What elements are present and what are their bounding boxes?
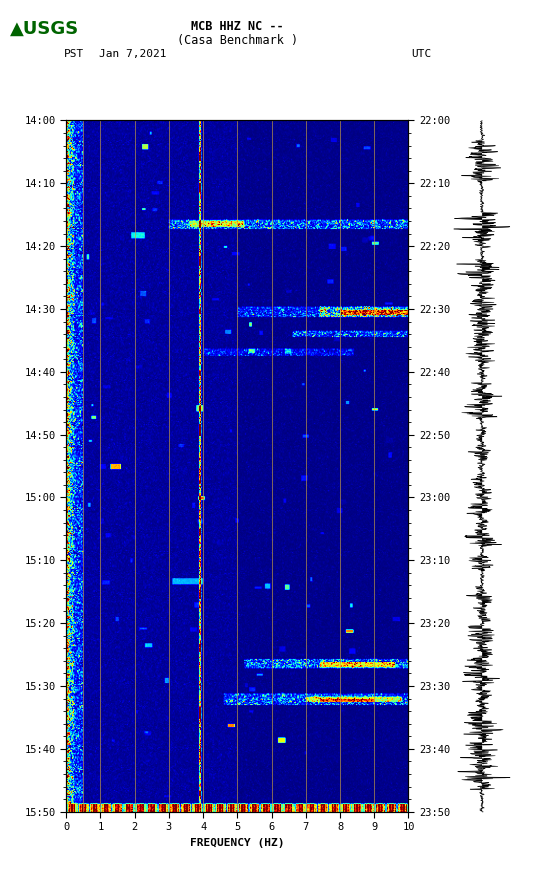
X-axis label: FREQUENCY (HZ): FREQUENCY (HZ) [190, 838, 285, 847]
Text: ▲USGS: ▲USGS [10, 20, 79, 37]
Text: PST: PST [63, 49, 84, 59]
Text: UTC: UTC [411, 49, 432, 59]
Text: MCB HHZ NC --: MCB HHZ NC -- [191, 20, 284, 33]
Text: Jan 7,2021: Jan 7,2021 [99, 49, 167, 59]
Text: (Casa Benchmark ): (Casa Benchmark ) [177, 34, 298, 47]
